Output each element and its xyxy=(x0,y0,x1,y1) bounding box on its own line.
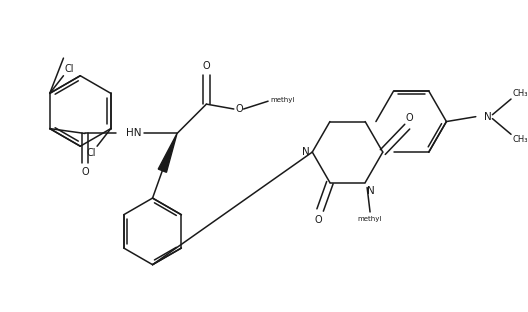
Text: O: O xyxy=(203,61,210,71)
Text: Cl: Cl xyxy=(64,64,74,74)
Text: HN: HN xyxy=(126,129,142,139)
Text: methyl: methyl xyxy=(358,216,382,222)
Text: Cl: Cl xyxy=(87,148,96,158)
Text: N: N xyxy=(484,112,492,122)
Polygon shape xyxy=(158,134,177,172)
Text: methyl: methyl xyxy=(270,97,295,103)
Text: O: O xyxy=(406,113,413,123)
Text: O: O xyxy=(81,167,89,177)
Text: CH₃: CH₃ xyxy=(513,89,528,98)
Text: CH₃: CH₃ xyxy=(513,135,528,144)
Text: N: N xyxy=(301,147,309,157)
Text: O: O xyxy=(314,215,322,225)
Text: N: N xyxy=(367,186,375,196)
Text: O: O xyxy=(236,104,243,114)
